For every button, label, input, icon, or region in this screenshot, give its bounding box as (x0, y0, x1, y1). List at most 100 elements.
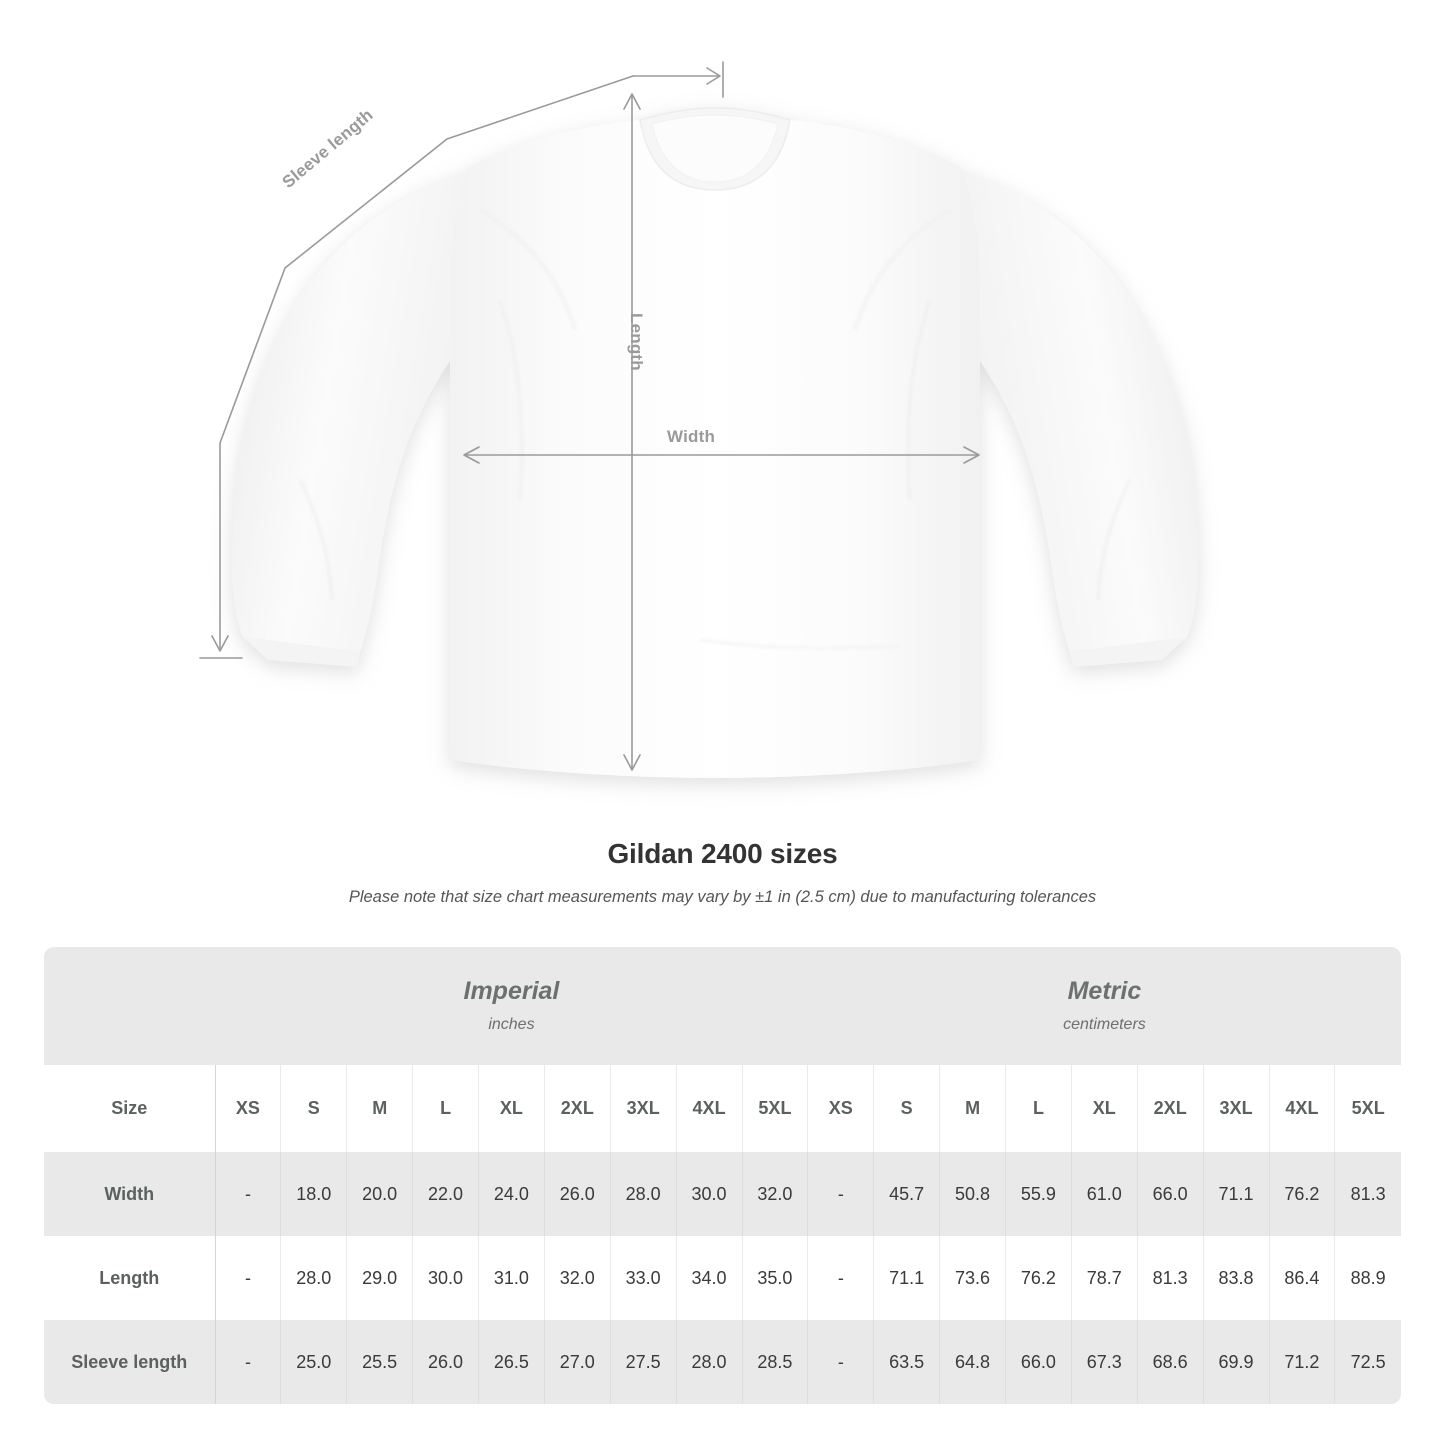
cell-metric: - (807, 1236, 875, 1320)
table-corner-label: Size (44, 1065, 216, 1152)
neck-opening (651, 114, 779, 183)
column-header-metric-xs: XS (807, 1065, 875, 1152)
column-header-metric-4xl: 4XL (1269, 1065, 1336, 1152)
tolerance-note: Please note that size chart measurements… (348, 888, 1097, 906)
cell-metric: 81.3 (1334, 1152, 1401, 1236)
cell-imperial: - (215, 1320, 282, 1404)
cell-imperial: 25.0 (280, 1320, 348, 1404)
column-header-metric-5xl: 5XL (1334, 1065, 1401, 1152)
cell-imperial: 32.0 (742, 1152, 809, 1236)
column-header-metric-l: L (1005, 1065, 1072, 1152)
garment-illustration-svg (199, 61, 1198, 778)
size-chart-table: Imperial inches Metric centimeters Size XS S M L… (44, 947, 1401, 1404)
column-header-imperial-4xl: 4XL (676, 1065, 743, 1152)
row-label-length: Length (44, 1236, 216, 1320)
cell-imperial: 27.0 (544, 1320, 611, 1404)
cell-metric: 86.4 (1269, 1236, 1336, 1320)
width-dimension-label: Width (667, 427, 716, 446)
unit-banner-subtitle: inches (488, 1015, 535, 1033)
left-cuff (243, 637, 360, 667)
unit-banner-metric: Metric centimeters (807, 947, 1401, 1065)
width-arrow-head-right (963, 446, 980, 464)
table-row: Sleeve length -25.0 25.5 26.0 26.5 27.0 27.5 28… (44, 1320, 1401, 1404)
cell-metric: 71.1 (873, 1236, 941, 1320)
unit-banner-imperial: Imperial inches (215, 947, 808, 1065)
table-header-row: Size XS S M L XL 2XL 3XL 4XL 5XL XS S M L XL 2XL 3XL 4XL 5… (44, 1065, 1401, 1152)
column-header-imperial-5xl: 5XL (742, 1065, 809, 1152)
unit-banner-row: Imperial inches Metric centimeters (44, 947, 1401, 1065)
cell-metric: - (807, 1152, 875, 1236)
fabric-folds (298, 207, 1132, 650)
width-arrow-head-left (463, 446, 480, 464)
cell-imperial: 30.0 (412, 1236, 479, 1320)
measurement-guides (199, 61, 980, 771)
length-arrow-head-bottom (623, 754, 641, 771)
cell-metric: 67.3 (1071, 1320, 1138, 1404)
cell-imperial: 31.0 (478, 1236, 545, 1320)
column-header-imperial-3xl: 3XL (610, 1065, 677, 1152)
column-header-imperial-m: M (346, 1065, 414, 1152)
cell-metric: 88.9 (1334, 1236, 1401, 1320)
cell-metric: 71.2 (1269, 1320, 1336, 1404)
cell-imperial: 28.0 (610, 1152, 677, 1236)
cell-metric: 83.8 (1203, 1236, 1270, 1320)
garment-body (450, 120, 980, 778)
cell-metric: 81.3 (1137, 1236, 1204, 1320)
cell-metric: 73.6 (939, 1236, 1006, 1320)
cell-metric: 55.9 (1005, 1152, 1072, 1236)
title-block: Gildan 2400 sizes Please note that size … (0, 838, 1445, 907)
column-header-metric-xl: XL (1071, 1065, 1138, 1152)
cell-imperial: 30.0 (676, 1152, 743, 1236)
cell-metric: 71.1 (1203, 1152, 1270, 1236)
cell-imperial: 34.0 (676, 1236, 743, 1320)
column-header-imperial-xs: XS (215, 1065, 282, 1152)
unit-banner-subtitle: centimeters (1063, 1015, 1146, 1033)
cell-metric: 64.8 (939, 1320, 1006, 1404)
cell-metric: 61.0 (1071, 1152, 1138, 1236)
cell-imperial: 26.5 (478, 1320, 545, 1404)
cell-metric: 76.2 (1005, 1236, 1072, 1320)
page-title: Gildan 2400 sizes (607, 838, 838, 869)
length-dimension-label: Length (627, 313, 646, 371)
right-sleeve (930, 170, 1198, 652)
cell-imperial: 28.0 (280, 1236, 348, 1320)
garment-shape (232, 107, 1198, 778)
cell-metric: 72.5 (1334, 1320, 1401, 1404)
cell-metric: 66.0 (1005, 1320, 1072, 1404)
cell-imperial: 29.0 (346, 1236, 414, 1320)
cell-imperial: 33.0 (610, 1236, 677, 1320)
cell-imperial: 24.0 (478, 1152, 545, 1236)
cell-imperial: 20.0 (346, 1152, 414, 1236)
sleeve-length-guide-line (219, 75, 634, 649)
length-arrow-head-top (623, 93, 641, 110)
cell-imperial: 26.0 (412, 1320, 479, 1404)
unit-banner-spacer (44, 947, 215, 1065)
column-header-metric-3xl: 3XL (1203, 1065, 1270, 1152)
cell-metric: 50.8 (939, 1152, 1006, 1236)
row-label-sleeve-length: Sleeve length (44, 1320, 216, 1404)
table-row: Length -28.0 29.0 30.0 31.0 32.0 33.0 34.0 35.0-… (44, 1236, 1401, 1320)
cell-imperial: - (215, 1152, 282, 1236)
cell-metric: 76.2 (1269, 1152, 1336, 1236)
cell-imperial: 32.0 (544, 1236, 611, 1320)
left-sleeve (232, 170, 500, 652)
column-header-metric-m: M (939, 1065, 1006, 1152)
cell-metric: 63.5 (873, 1320, 941, 1404)
unit-banner-title: Metric (1067, 977, 1142, 1006)
sleeve-arrow-head-bottom (211, 635, 229, 652)
cell-imperial: 28.0 (676, 1320, 743, 1404)
cell-imperial: 28.5 (742, 1320, 809, 1404)
cell-imperial: 18.0 (280, 1152, 348, 1236)
cell-imperial: 25.5 (346, 1320, 414, 1404)
column-header-metric-s: S (873, 1065, 941, 1152)
sleeve-arrow-head-top (706, 67, 721, 85)
cell-metric: 78.7 (1071, 1236, 1138, 1320)
table-row: Width -18.0 20.0 22.0 24.0 26.0 28.0 30.0 32.0-4… (44, 1152, 1401, 1236)
cell-metric: - (807, 1320, 875, 1404)
size-chart-table-wrap: Imperial inches Metric centimeters Size XS S M L… (44, 947, 1401, 1404)
cell-imperial: 27.5 (610, 1320, 677, 1404)
garment-diagram: Sleeve length Length Width (199, 61, 1198, 778)
cell-metric: 69.9 (1203, 1320, 1270, 1404)
cell-imperial: - (215, 1236, 282, 1320)
cell-imperial: 22.0 (412, 1152, 479, 1236)
